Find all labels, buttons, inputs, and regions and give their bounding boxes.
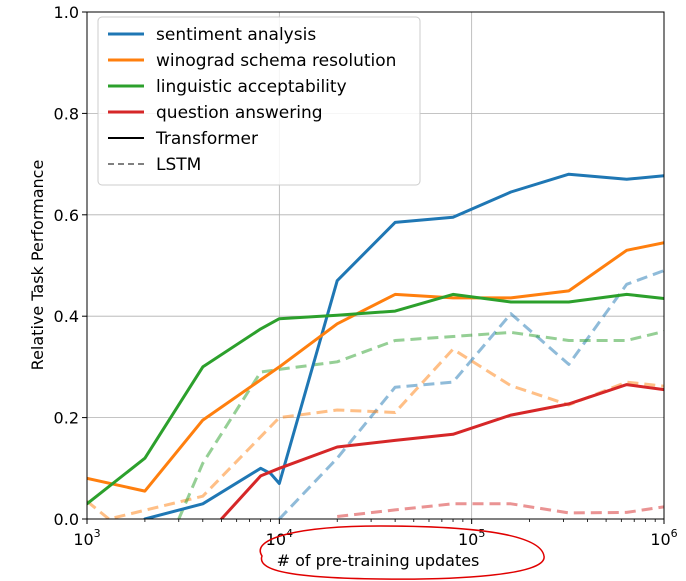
legend-label: sentiment analysis [156, 25, 316, 45]
x-tick-exponent: 6 [671, 527, 678, 540]
x-axis-label: # of pre-training updates [277, 551, 480, 570]
sentiment-analysis-lstm-line [278, 269, 664, 519]
x-tick-base: 10 [650, 530, 670, 549]
y-tick-label: 0.8 [54, 104, 79, 123]
legend-label: linguistic acceptability [156, 77, 347, 97]
y-tick-label: 0.4 [54, 307, 79, 326]
y-tick-label: 1.0 [54, 3, 79, 22]
question-answering-transformer-line [219, 383, 664, 519]
plot-frame [86, 11, 665, 520]
legend-label: LSTM [156, 155, 201, 175]
winograd-schema-resolution-lstm-line [87, 347, 664, 519]
legend-label: question answering [156, 103, 323, 123]
x-tick-exponent: 5 [478, 527, 485, 540]
legend: sentiment analysis winograd schema resolu… [97, 16, 421, 186]
x-axis-ticks: 103 104 105 106 [73, 519, 678, 549]
linguistic-acceptability-lstm-line [177, 329, 664, 519]
sentiment-analysis-transformer-line [143, 172, 664, 519]
hand-drawn-circle-annotation [259, 525, 545, 580]
x-tick-base: 10 [458, 530, 478, 549]
x-tick-label: 103 [73, 527, 100, 549]
legend-box [97, 16, 421, 186]
legend-label: winograd schema resolution [156, 51, 396, 71]
y-axis-label: Relative Task Performance [28, 160, 47, 371]
x-tick-label: 105 [458, 527, 485, 549]
winograd-schema-resolution-transformer-line [87, 241, 664, 493]
x-tick-base: 10 [73, 530, 93, 549]
x-tick-exponent: 3 [94, 527, 101, 540]
question-answering-lstm-line [337, 502, 664, 518]
x-tick-label: 106 [650, 527, 677, 549]
y-tick-label: 0.6 [54, 206, 79, 225]
lstm-series-layer [87, 269, 664, 519]
y-tick-label: 0.0 [54, 510, 79, 529]
legend-label: Transformer [155, 129, 258, 149]
y-axis-ticks: 0.0 0.2 0.4 0.6 0.8 1.0 [54, 3, 87, 529]
x-tick-label: 104 [266, 527, 293, 549]
x-tick-base: 10 [266, 530, 286, 549]
linguistic-acceptability-transformer-line [87, 292, 664, 506]
y-tick-label: 0.2 [54, 409, 79, 428]
transformer-series-layer [87, 172, 664, 519]
